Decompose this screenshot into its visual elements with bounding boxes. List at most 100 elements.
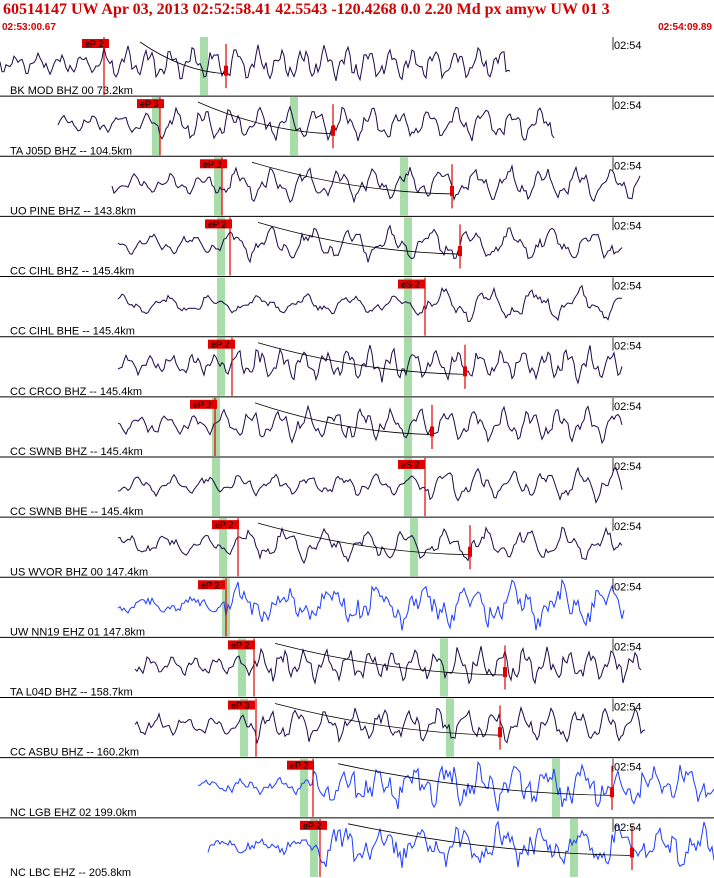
- coda-duration-curve: [274, 703, 501, 736]
- phase-window-marker: [200, 37, 208, 96]
- phase-pick-label-box[interactable]: [205, 219, 232, 229]
- coda-end-handle[interactable]: [331, 125, 335, 136]
- waveform-trace[interactable]: [117, 224, 623, 264]
- coda-duration-curve: [254, 402, 433, 435]
- waveform-trace[interactable]: [111, 164, 641, 204]
- phase-pick-label-box[interactable]: [300, 820, 327, 830]
- phase-pick-label: eP 3: [140, 99, 158, 109]
- minute-tick-label: 02:54: [614, 100, 642, 112]
- phase-pick-label: eP 2: [231, 640, 249, 650]
- seismogram-panel[interactable]: eP 2 02:54 BK MOD BHZ 00 73.2km eP 3 02:54 TA…: [0, 36, 714, 878]
- coda-end-handle[interactable]: [224, 65, 228, 76]
- phase-pick-label-box[interactable]: [82, 39, 109, 48]
- phase-window-marker: [217, 277, 225, 336]
- minute-tick-label: 02:54: [614, 341, 642, 353]
- phase-pick-label-box[interactable]: [208, 339, 235, 349]
- minute-tick-label: 02:54: [614, 762, 642, 774]
- minute-tick-label: 02:54: [614, 521, 642, 533]
- phase-window-marker: [152, 97, 160, 156]
- phase-window-marker: [290, 97, 298, 156]
- phase-pick-label: eS 2: [401, 460, 420, 470]
- phase-pick-label-box[interactable]: [200, 159, 227, 169]
- coda-end-handle[interactable]: [430, 426, 434, 437]
- waveform-trace[interactable]: [117, 466, 623, 504]
- station-channel-label: UW NN19 EHZ 01 147.8km: [10, 626, 145, 638]
- coda-end-handle[interactable]: [610, 787, 614, 798]
- coda-end-handle[interactable]: [468, 546, 472, 557]
- coda-duration-curve: [251, 161, 453, 195]
- station-channel-label: BK MOD BHZ 00 73.2km: [10, 85, 133, 97]
- waveform-trace[interactable]: [57, 105, 555, 142]
- minute-tick-label: 02:54: [614, 401, 642, 413]
- station-channel-label: TA J05D BHZ -- 104.5km: [10, 145, 132, 157]
- minute-tick-label: 02:54: [614, 220, 642, 232]
- waveform-trace[interactable]: [134, 705, 646, 744]
- coda-end-handle[interactable]: [503, 667, 507, 678]
- station-channel-label: CC CRCO BHZ -- 145.4km: [10, 386, 142, 398]
- phase-pick-label: eP 2: [303, 821, 321, 831]
- coda-duration-curve: [337, 763, 613, 796]
- phase-pick-label-box[interactable]: [398, 459, 425, 469]
- station-channel-label: CC SWNB BHZ -- 145.4km: [10, 446, 143, 458]
- phase-window-marker: [410, 518, 418, 577]
- coda-duration-curve: [257, 522, 471, 556]
- phase-window-marker: [214, 157, 222, 216]
- waveform-trace[interactable]: [117, 526, 623, 565]
- minute-tick-label: 02:54: [614, 641, 642, 653]
- event-title: 60514147 UW Apr 03, 2013 02:52:58.41 42.…: [3, 1, 610, 18]
- station-channel-label: CC SWNB BHE -- 145.4km: [10, 506, 143, 518]
- window-end-time: 02:54:09.89: [658, 22, 712, 33]
- waveform-trace[interactable]: [197, 760, 714, 812]
- station-channel-label: US WVOR BHZ 00 147.4km: [10, 566, 148, 578]
- minute-tick-label: 02:54: [614, 281, 642, 293]
- coda-duration-curve: [347, 823, 633, 856]
- waveform-trace[interactable]: [134, 646, 642, 685]
- station-channel-label: TA L04D BHZ -- 158.7km: [10, 687, 133, 699]
- phase-pick-label-box[interactable]: [228, 700, 255, 710]
- station-channel-label: UO PINE BHZ -- 143.8km: [10, 205, 136, 217]
- phase-pick-label: eS 2: [401, 280, 420, 290]
- phase-pick-label-box[interactable]: [398, 279, 425, 289]
- phase-pick-label: eP 2: [193, 400, 211, 410]
- station-channel-label: CC CIHL BHZ -- 145.4km: [10, 266, 134, 278]
- phase-pick-label-box[interactable]: [212, 520, 239, 530]
- station-channel-label: CC CIHL BHE -- 145.4km: [10, 326, 135, 338]
- waveform-trace[interactable]: [117, 284, 623, 323]
- phase-window-marker: [238, 638, 246, 697]
- phase-window-marker: [446, 698, 454, 757]
- waveform-trace[interactable]: [117, 578, 625, 631]
- coda-end-handle[interactable]: [458, 246, 462, 257]
- coda-duration-curve: [257, 222, 461, 255]
- phase-window-marker: [404, 457, 412, 517]
- minute-tick-label: 02:54: [614, 160, 642, 172]
- phase-pick-label-box[interactable]: [137, 99, 164, 109]
- minute-tick-label: 02:54: [614, 822, 642, 834]
- phase-window-marker: [404, 277, 412, 336]
- phase-pick-label-box[interactable]: [198, 580, 225, 590]
- coda-end-handle[interactable]: [630, 847, 634, 858]
- coda-duration-curve: [139, 41, 227, 75]
- waveform-trace[interactable]: [117, 344, 623, 385]
- phase-window-marker: [300, 758, 308, 817]
- window-start-time: 02:53:00.67: [2, 22, 56, 33]
- phase-pick-label-box[interactable]: [228, 640, 255, 650]
- minute-tick-label: 02:54: [614, 40, 642, 52]
- phase-pick-label: eP 2: [85, 39, 103, 49]
- phase-pick-label-box[interactable]: [287, 760, 314, 770]
- phase-window-marker: [404, 397, 412, 456]
- coda-end-handle[interactable]: [450, 185, 454, 196]
- phase-window-marker: [240, 698, 248, 757]
- waveform-trace[interactable]: [0, 44, 511, 82]
- coda-end-handle[interactable]: [463, 366, 467, 377]
- phase-pick-label: eP 2: [290, 761, 308, 771]
- station-channel-label: NC LGB EHZ 02 199.0km: [10, 807, 137, 819]
- minute-tick-label: 02:54: [614, 702, 642, 714]
- phase-pick-label: eP 2: [203, 159, 221, 169]
- coda-end-handle[interactable]: [498, 727, 502, 738]
- minute-tick-label: 02:54: [614, 461, 642, 473]
- coda-duration-curve: [197, 101, 334, 135]
- waveform-trace[interactable]: [117, 404, 623, 445]
- phase-pick-label-box[interactable]: [190, 399, 217, 409]
- event-header: 60514147 UW Apr 03, 2013 02:52:58.41 42.…: [0, 0, 714, 36]
- coda-duration-curve: [274, 643, 506, 676]
